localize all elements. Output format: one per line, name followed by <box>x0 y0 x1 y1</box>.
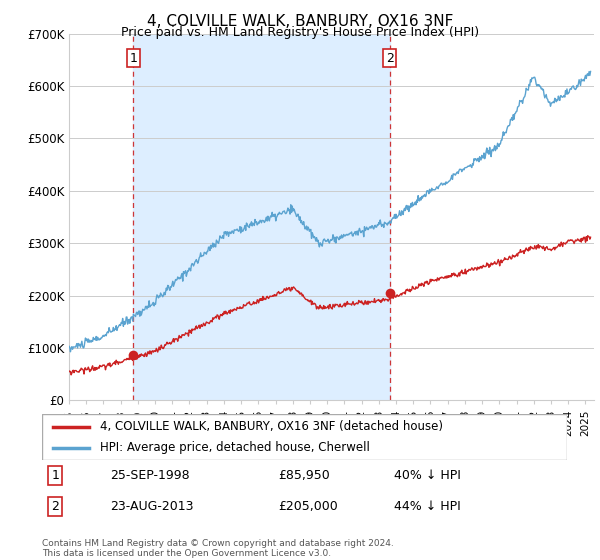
Text: 2: 2 <box>386 52 394 65</box>
Text: 25-SEP-1998: 25-SEP-1998 <box>110 469 190 482</box>
Bar <box>133 34 390 400</box>
Text: Contains HM Land Registry data © Crown copyright and database right 2024.
This d: Contains HM Land Registry data © Crown c… <box>42 539 394 558</box>
Text: 40% ↓ HPI: 40% ↓ HPI <box>394 469 461 482</box>
Text: 4, COLVILLE WALK, BANBURY, OX16 3NF: 4, COLVILLE WALK, BANBURY, OX16 3NF <box>147 14 453 29</box>
Text: 4, COLVILLE WALK, BANBURY, OX16 3NF (detached house): 4, COLVILLE WALK, BANBURY, OX16 3NF (det… <box>100 421 443 433</box>
Text: £205,000: £205,000 <box>278 500 338 513</box>
Text: 1: 1 <box>129 52 137 65</box>
Text: HPI: Average price, detached house, Cherwell: HPI: Average price, detached house, Cher… <box>100 441 370 454</box>
Text: 2: 2 <box>51 500 59 513</box>
Text: Price paid vs. HM Land Registry's House Price Index (HPI): Price paid vs. HM Land Registry's House … <box>121 26 479 39</box>
Text: £85,950: £85,950 <box>278 469 330 482</box>
Text: 44% ↓ HPI: 44% ↓ HPI <box>394 500 461 513</box>
Text: 1: 1 <box>51 469 59 482</box>
Text: 23-AUG-2013: 23-AUG-2013 <box>110 500 194 513</box>
